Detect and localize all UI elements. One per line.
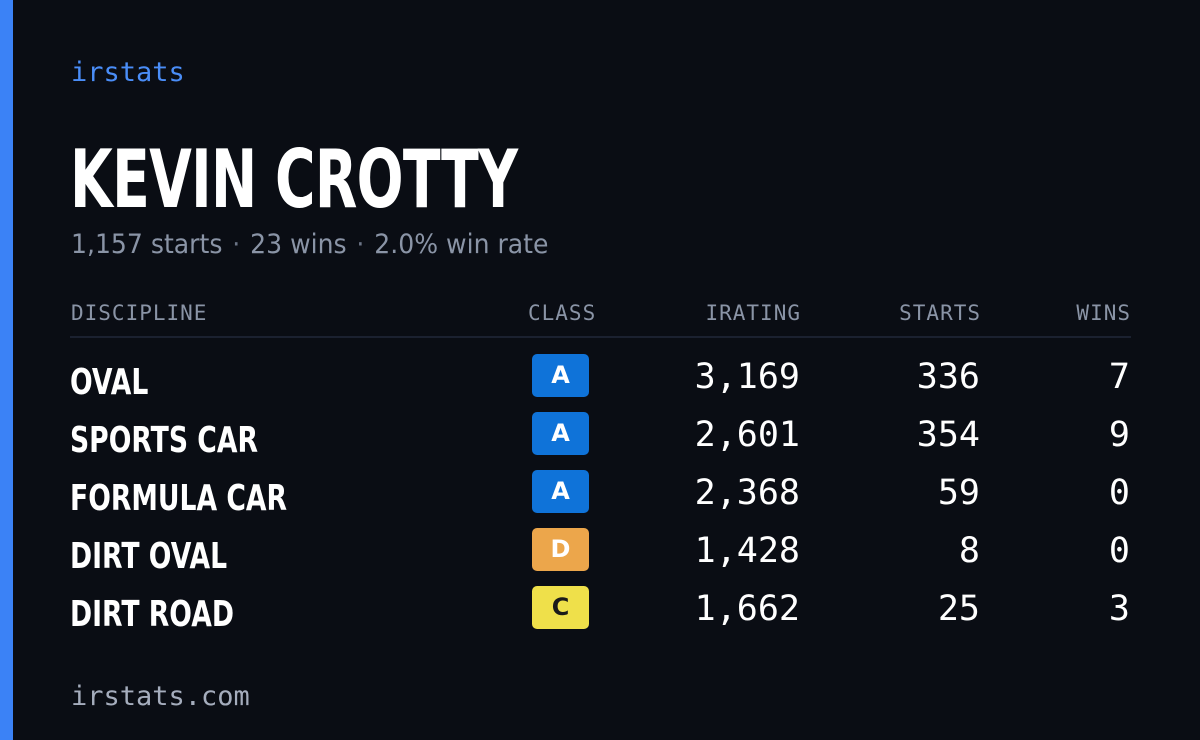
table-row: OVAL A 3,169 336 7 — [0, 354, 1200, 412]
wins-value: 7 — [1108, 357, 1130, 397]
wins-value: 3 — [1108, 589, 1130, 629]
column-header-discipline: DISCIPLINE — [71, 301, 208, 325]
discipline-name: DIRT ROAD — [70, 594, 234, 635]
header-divider — [70, 336, 1131, 338]
discipline-name: OVAL — [70, 362, 149, 403]
class-badge: A — [532, 470, 589, 513]
brand-logo-text: irstats — [71, 57, 185, 88]
discipline-name: DIRT OVAL — [70, 536, 228, 577]
starts-value: 8 — [958, 531, 980, 571]
starts-value: 25 — [937, 589, 980, 629]
column-header-wins: WINS — [1076, 301, 1131, 325]
wins-value: 9 — [1108, 415, 1130, 455]
starts-value: 354 — [916, 415, 980, 455]
discipline-name: FORMULA CAR — [70, 478, 288, 519]
site-url: irstats.com — [71, 681, 250, 712]
wins-value: 0 — [1108, 473, 1130, 513]
table-row: SPORTS CAR A 2,601 354 9 — [0, 412, 1200, 470]
discipline-name: SPORTS CAR — [70, 420, 258, 461]
separator-dot: · — [356, 229, 365, 260]
irating-value: 2,368 — [694, 473, 800, 513]
irating-value: 1,428 — [694, 531, 800, 571]
class-badge: D — [532, 528, 589, 571]
starts-summary: 1,157 starts — [71, 229, 223, 260]
wins-summary: 23 wins — [250, 229, 347, 260]
table-row: DIRT OVAL D 1,428 8 0 — [0, 528, 1200, 586]
win-rate-summary: 2.0% win rate — [374, 229, 549, 260]
starts-value: 336 — [916, 357, 980, 397]
column-header-class: CLASS — [528, 301, 597, 325]
table-row: FORMULA CAR A 2,368 59 0 — [0, 470, 1200, 528]
class-badge: A — [532, 354, 589, 397]
separator-dot: · — [232, 229, 241, 260]
table-row: DIRT ROAD C 1,662 25 3 — [0, 586, 1200, 644]
class-badge: A — [532, 412, 589, 455]
irating-value: 3,169 — [694, 357, 800, 397]
class-badge: C — [532, 586, 589, 629]
driver-summary: 1,157 starts · 23 wins · 2.0% win rate — [71, 228, 548, 262]
wins-value: 0 — [1108, 531, 1130, 571]
starts-value: 59 — [937, 473, 980, 513]
driver-name: KEVIN CROTTY — [70, 133, 518, 226]
irating-value: 2,601 — [694, 415, 800, 455]
irating-value: 1,662 — [694, 589, 800, 629]
accent-bar — [0, 0, 13, 740]
column-header-starts: STARTS — [899, 301, 981, 325]
column-header-irating: IRATING — [705, 301, 801, 325]
